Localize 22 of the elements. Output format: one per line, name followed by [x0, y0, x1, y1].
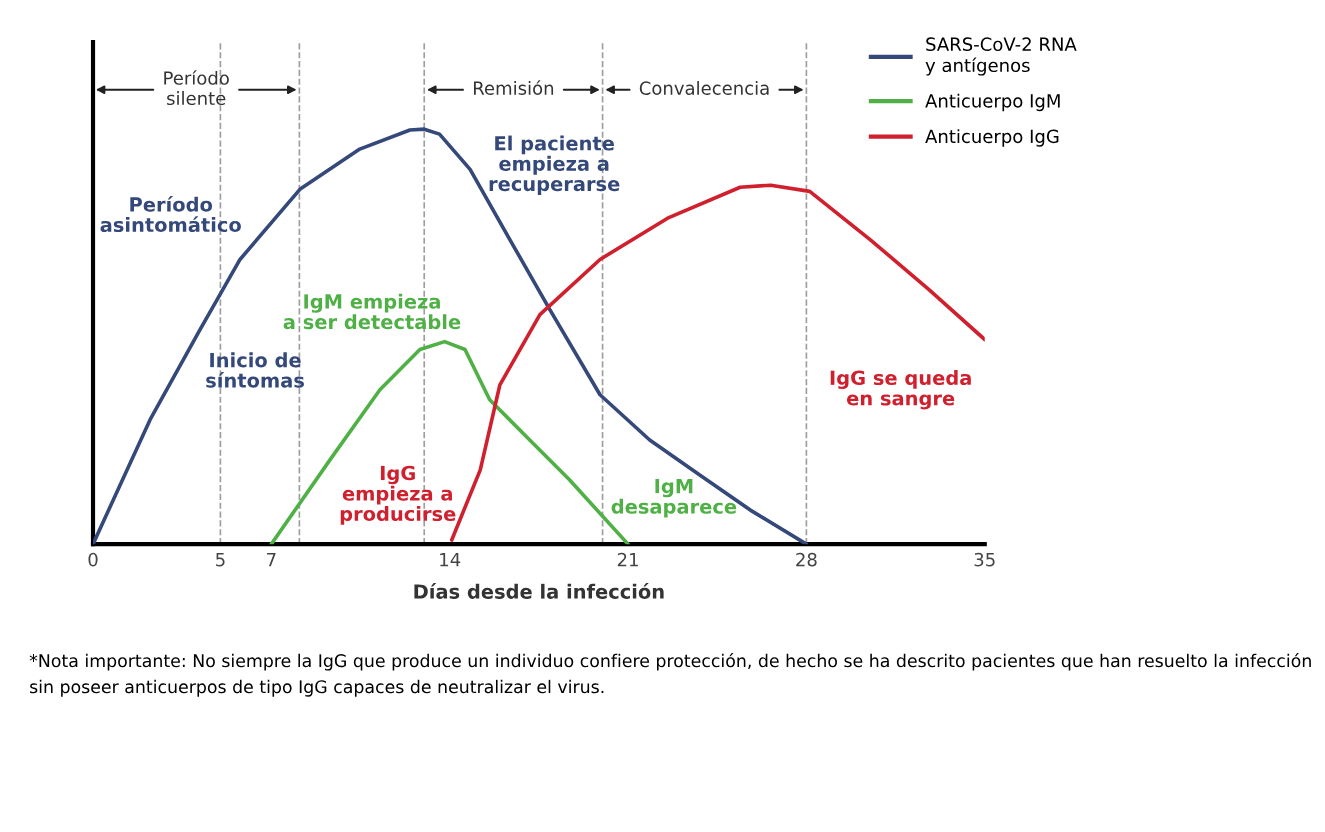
annotation: IgG empieza a producirse [340, 465, 456, 525]
annotation: IgM desaparece [611, 478, 737, 518]
x-axis-title: Días desde la infección [414, 583, 664, 599]
text: Remisión [473, 80, 554, 95]
annotation: El paciente empieza a recuperarse [489, 135, 620, 195]
x-tick-label: 21 [617, 552, 638, 567]
x-tick-label: 0 [88, 552, 98, 567]
x-tick-label: 7 [267, 553, 276, 567]
x-tick-label: 14 [440, 553, 461, 567]
annotation: IgM empieza a ser detectable [283, 293, 461, 330]
legend-label: Anticuerpo IgM [925, 93, 1060, 112]
text: *Nota importante: No siempre la IgG que produce un individuo confiere protección, de hecho se ha descrito pacientes que han resuelto la infección sin poseer anticuerpos de tipo IgG capaces de neutralizar el virus. [29, 653, 1311, 697]
legend-label: Anticuerpo IgG [925, 129, 1059, 147]
annotation: Período asintomático [100, 195, 241, 233]
text: Período silente [164, 70, 229, 106]
x-tick-label: 28 [796, 552, 817, 567]
annotation: Inicio de síntomas [206, 352, 304, 388]
x-tick-label: 5 [216, 553, 225, 567]
x-tick-label: 35 [974, 552, 995, 567]
legend-label: SARS-CoV-2 RNA y antígenos [925, 37, 1077, 76]
annotation: IgG se queda en sangre [830, 370, 971, 410]
text: Convalecencia [639, 81, 769, 95]
